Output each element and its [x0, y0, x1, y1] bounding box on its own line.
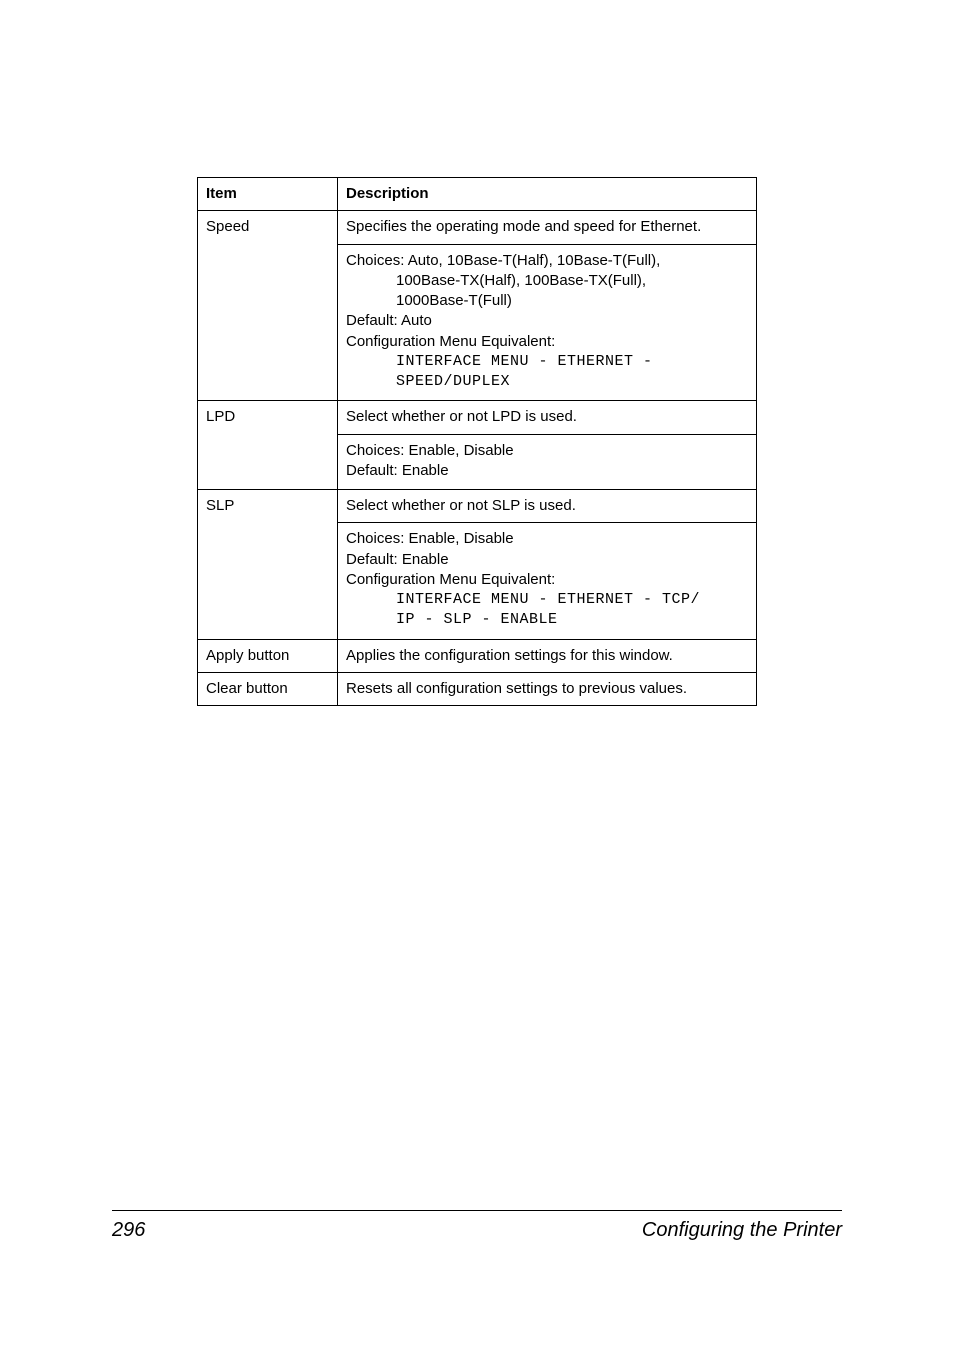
cell-desc-speed-top: Specifies the operating mode and speed f…	[338, 211, 757, 244]
cfg-text: Configuration Menu Equivalent:	[346, 333, 555, 350]
table-row: Clear button Resets all configuration se…	[198, 672, 757, 705]
table-row: Apply button Applies the configuration s…	[198, 639, 757, 672]
footer-title: Configuring the Printer	[642, 1219, 842, 1242]
cell-desc-slp-detail: Choices: Enable, Disable Default: Enable…	[338, 523, 757, 639]
page-number: 296	[112, 1219, 145, 1242]
table-row: LPD Select whether or not LPD is used.	[198, 401, 757, 434]
table-header-row: Item Description	[198, 178, 757, 211]
header-description: Description	[338, 178, 757, 211]
table-row: SLP Select whether or not SLP is used.	[198, 490, 757, 523]
cell-item-apply: Apply button	[198, 639, 338, 672]
default-text: Default: Enable	[346, 462, 449, 479]
cell-desc-slp-top: Select whether or not SLP is used.	[338, 490, 757, 523]
cfg-text: Configuration Menu Equivalent:	[346, 571, 555, 588]
page-footer: 296 Configuring the Printer	[112, 1210, 842, 1242]
mono-text: INTERFACE MENU - ETHERNET -	[346, 352, 748, 372]
choices-text-3: 1000Base-T(Full)	[346, 291, 748, 311]
default-text: Default: Enable	[346, 551, 449, 568]
cell-desc-clear: Resets all configuration settings to pre…	[338, 672, 757, 705]
mono-text: SPEED/DUPLEX	[346, 372, 748, 392]
mono-text: IP - SLP - ENABLE	[346, 610, 748, 630]
choices-text: Choices: Enable, Disable	[346, 530, 514, 547]
cell-item-lpd: LPD	[198, 401, 338, 490]
page-container: Item Description Speed Specifies the ope…	[0, 0, 954, 1350]
mono-text: INTERFACE MENU - ETHERNET - TCP/	[346, 590, 748, 610]
choices-text: Choices: Auto, 10Base-T(Half), 10Base-T(…	[346, 252, 660, 269]
table-row: Speed Specifies the operating mode and s…	[198, 211, 757, 244]
header-item: Item	[198, 178, 338, 211]
cell-desc-apply: Applies the configuration settings for t…	[338, 639, 757, 672]
choices-text: Choices: Enable, Disable	[346, 442, 514, 459]
cell-item-speed: Speed	[198, 211, 338, 401]
cell-item-clear: Clear button	[198, 672, 338, 705]
cell-desc-lpd-top: Select whether or not LPD is used.	[338, 401, 757, 434]
default-text: Default: Auto	[346, 312, 432, 329]
choices-text-2: 100Base-TX(Half), 100Base-TX(Full),	[346, 271, 748, 291]
cell-item-slp: SLP	[198, 490, 338, 640]
cell-desc-lpd-detail: Choices: Enable, Disable Default: Enable	[338, 434, 757, 490]
spec-table: Item Description Speed Specifies the ope…	[197, 177, 757, 706]
cell-desc-speed-detail: Choices: Auto, 10Base-T(Half), 10Base-T(…	[338, 244, 757, 401]
